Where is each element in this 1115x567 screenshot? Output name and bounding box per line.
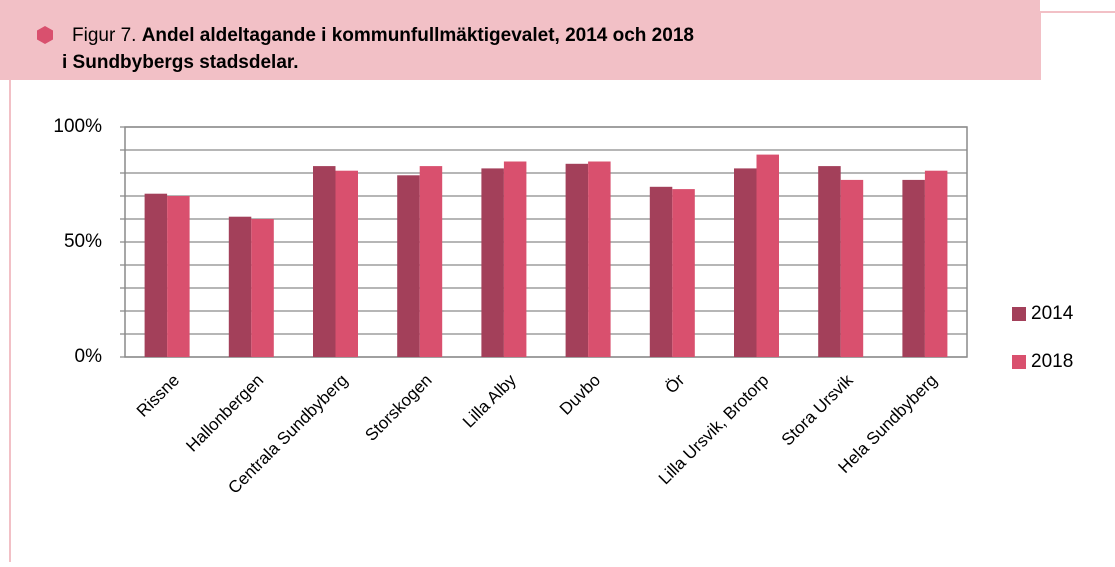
x-tick-label: Ör xyxy=(662,370,689,397)
bar xyxy=(167,196,190,357)
bar xyxy=(335,170,358,357)
legend-swatch xyxy=(1012,355,1026,369)
bar xyxy=(734,168,757,357)
bar xyxy=(672,189,695,357)
x-tick-label: Stora Ursvik xyxy=(778,370,857,449)
header-title: Figur 7. Andel aldeltagande i kommunfull… xyxy=(72,25,694,46)
bar xyxy=(228,216,252,357)
bar xyxy=(503,161,527,357)
bar xyxy=(902,179,925,357)
x-tick-label: Storskogen xyxy=(361,371,435,445)
figure-label: Figur 7. xyxy=(72,25,136,46)
bar xyxy=(313,166,336,357)
plot-border xyxy=(124,126,968,358)
bar xyxy=(924,170,948,357)
legend-swatch xyxy=(1012,307,1026,321)
x-tick-label: Duvbo xyxy=(556,371,604,419)
x-tick-label: Hallonbergen xyxy=(182,371,267,456)
bar xyxy=(756,154,779,357)
legend-label: 2018 xyxy=(1031,351,1073,372)
x-tick-label: Lilla Alby xyxy=(459,370,520,431)
bar xyxy=(840,179,864,357)
bar xyxy=(818,166,841,357)
y-tick-label: 50% xyxy=(64,231,102,252)
bar xyxy=(397,175,420,357)
y-tick-label: 0% xyxy=(75,346,103,367)
bar xyxy=(565,163,589,357)
bar xyxy=(144,193,168,357)
bar xyxy=(649,186,673,357)
y-tick-label: 100% xyxy=(53,116,102,137)
title-line: i Sundbybergs stadsdelar. xyxy=(62,52,299,73)
bar xyxy=(481,168,504,357)
title-line: Andel aldeltagande i kommunfullmäktigeva… xyxy=(142,25,694,46)
bar xyxy=(419,166,443,357)
header-icon xyxy=(37,26,53,44)
header-band xyxy=(0,0,1040,80)
bar xyxy=(588,161,611,357)
legend-label: 2014 xyxy=(1031,303,1074,324)
x-tick-label: Rissne xyxy=(133,371,183,421)
bar xyxy=(251,219,274,357)
